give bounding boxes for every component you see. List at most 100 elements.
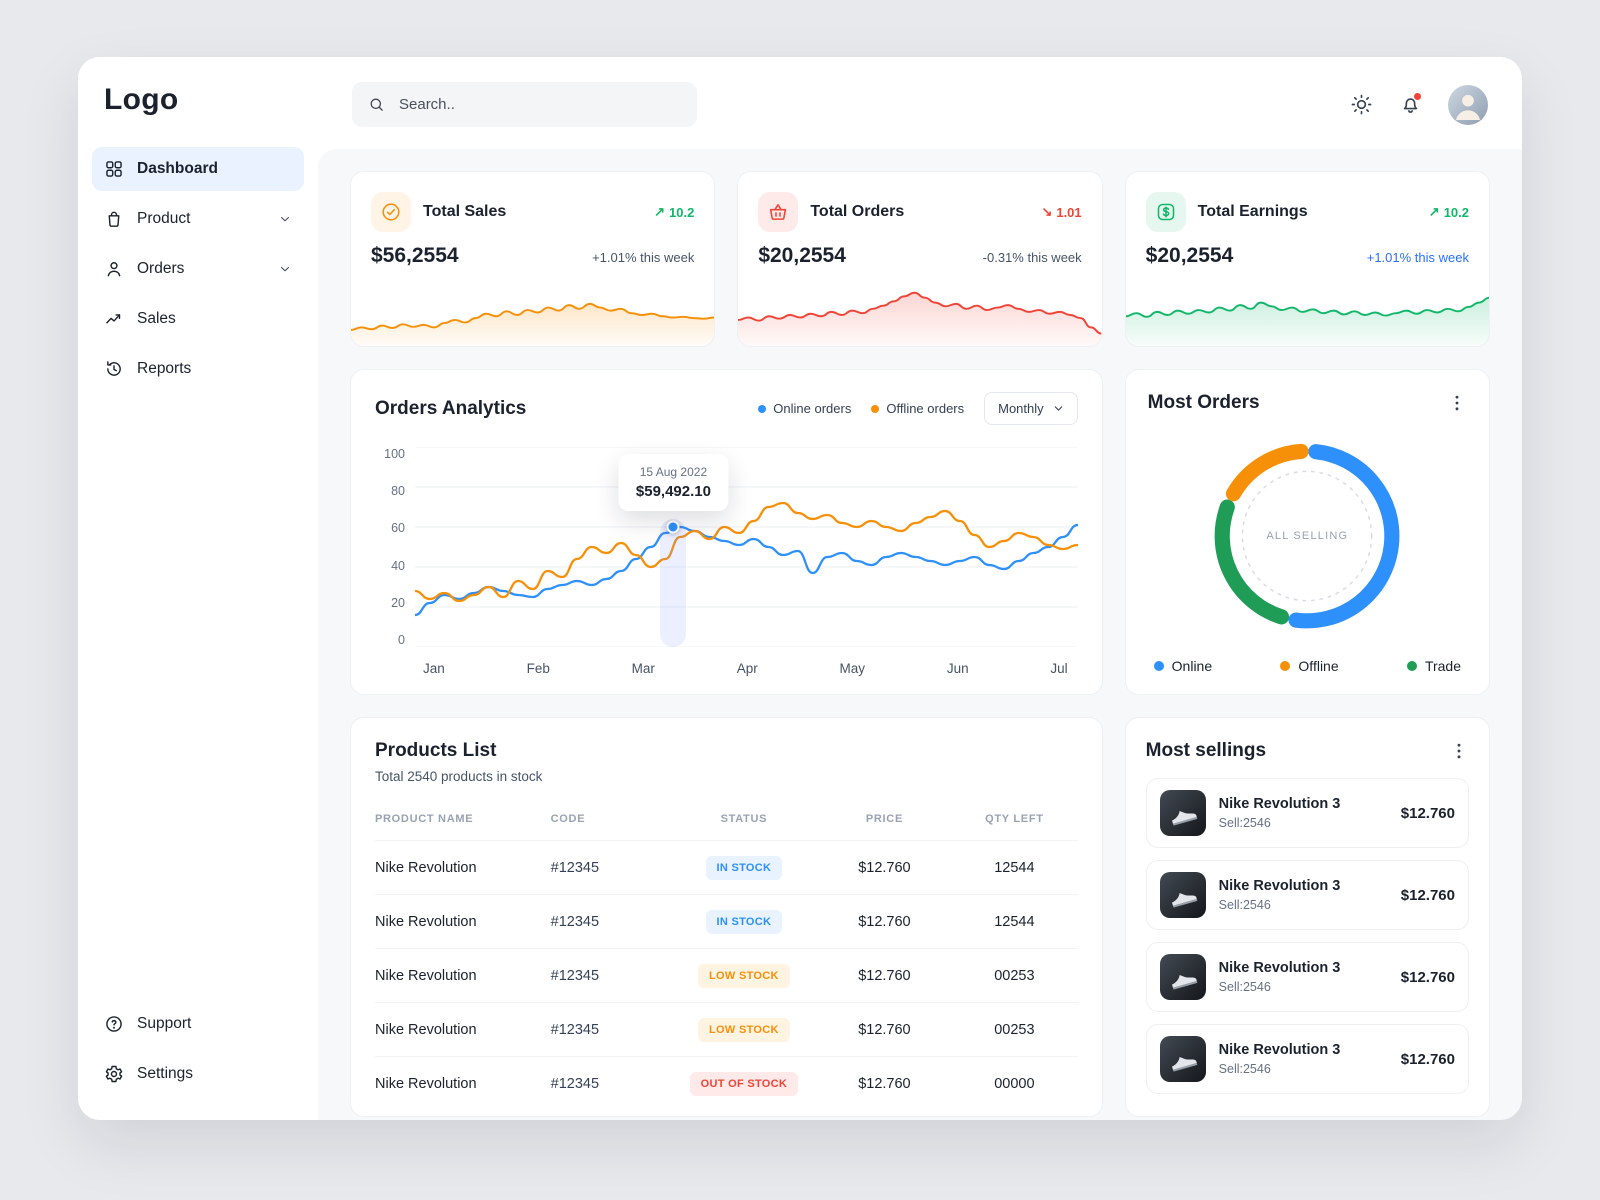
x-axis-tick: Feb [526, 661, 550, 676]
sidebar-item-label: Settings [137, 1065, 194, 1082]
product-code-cell: #12345 [550, 1021, 600, 1038]
stat-sparkline-chart [1125, 296, 1489, 346]
sneaker-icon [1171, 892, 1197, 908]
sidebar-nav: Dashboard Product Orders Sales Reports [92, 147, 304, 391]
main-area: Total Sales↗10.2 $56,2554 +1.01% this week… [318, 57, 1522, 1120]
kebab-menu-icon [1455, 395, 1459, 411]
stat-value: $20,2554 [758, 244, 846, 267]
sidebar-item-label: Sales [137, 310, 176, 327]
y-axis-tick: 20 [391, 595, 405, 610]
legend-label: Offline orders [886, 401, 965, 416]
price-cell: $12.760 [858, 1075, 911, 1092]
theme-toggle-button[interactable] [1350, 93, 1373, 116]
stat-card-header: Total Sales ↗ 10.2 [351, 172, 714, 232]
most-orders-menu-button[interactable] [1447, 393, 1467, 413]
sidebar-item-orders[interactable]: Orders [92, 247, 304, 291]
panel-title: Most sellings [1145, 740, 1267, 761]
delta-arrow-icon: ↗ [1428, 204, 1440, 219]
product-name-cell: Nike Revolution [375, 1075, 477, 1092]
notification-badge [1413, 92, 1422, 101]
check-icon [382, 203, 400, 221]
most-sellings-menu-button[interactable] [1449, 741, 1469, 761]
donut-legend: Online Offline Trade [1148, 646, 1467, 674]
stat-values-row: $20,2554 -0.31% this week [738, 232, 1101, 268]
topbar-actions [1350, 84, 1488, 125]
sidebar-bottom-nav: Support Settings [92, 1002, 304, 1096]
y-axis-tick: 80 [391, 484, 405, 499]
most-orders-header: Most Orders [1148, 392, 1467, 414]
stat-card-total-earnings: Total Earnings ↗ 10.2 $20,2554 +1.01% this w… [1124, 171, 1490, 347]
stat-value: $56,2554 [371, 244, 459, 267]
y-axis-tick: 100 [384, 447, 405, 461]
column-header: PRODUCT NAME [375, 813, 474, 825]
selling-price: $12.760 [1400, 1050, 1455, 1068]
products-list-panel: Products List Total 2540 products in sto… [350, 717, 1103, 1117]
stat-values-row: $20,2554 +1.01% this week [1126, 232, 1489, 268]
basket-icon [770, 204, 787, 220]
sidebar-spacer [92, 391, 304, 1002]
sidebar-item-product[interactable]: Product [92, 197, 304, 241]
chevron-down-icon [1054, 406, 1062, 411]
donut-center-label: ALL SELLING [1266, 530, 1349, 542]
sidebar-item-label: Support [137, 1015, 192, 1032]
stat-sparkline-chart [351, 302, 715, 346]
chart-area: 100 80 60 40 20 0 15 Aug 2022 $59,492.10 [375, 447, 1078, 647]
product-thumbnail [1159, 790, 1206, 836]
legend-dot [1153, 661, 1164, 671]
most-sellings-panel: Most sellings Nike Revolution 3 Sell:2546… [1124, 717, 1490, 1117]
selling-sold-count: Sell:2546 [1218, 816, 1271, 830]
selling-info: Nike Revolution 3 Sell:2546 [1219, 960, 1341, 994]
column-header: QTY LEFT [985, 813, 1044, 825]
stat-title: Total Earnings [1197, 203, 1308, 220]
panel-title: Orders Analytics [375, 397, 527, 419]
stat-card-header: Total Earnings ↗ 10.2 [1126, 172, 1489, 232]
tooltip-value: $59,492.10 [635, 483, 711, 500]
search-input[interactable] [397, 95, 681, 114]
product-thumbnail [1159, 954, 1206, 1000]
notifications-button[interactable] [1399, 92, 1422, 116]
table-header-row: PRODUCT NAME CODE STATUS PRICE QTY LEFT [375, 798, 1078, 840]
legend-dot [1406, 661, 1417, 671]
sneaker-icon [1171, 974, 1197, 990]
qty-left-cell: 00253 [994, 1021, 1035, 1038]
product-code-cell: #12345 [550, 913, 600, 930]
sidebar-item-sales[interactable]: Sales [92, 297, 304, 341]
search-box [352, 82, 697, 127]
sidebar-item-settings[interactable]: Settings [92, 1052, 304, 1096]
y-axis: 100 80 60 40 20 0 [375, 447, 405, 647]
x-axis-tick: May [839, 661, 866, 676]
chevron-icon [281, 267, 289, 272]
delta-value: 10.2 [1443, 204, 1469, 220]
selling-price: $12.760 [1400, 886, 1455, 904]
legend-item: Offline orders [871, 401, 964, 416]
selling-item[interactable]: Nike Revolution 3 Sell:2546 $12.760 [1145, 942, 1469, 1012]
sidebar-item-support[interactable]: Support [92, 1002, 304, 1046]
status-badge: LOW STOCK [698, 1017, 790, 1042]
selling-item[interactable]: Nike Revolution 3 Sell:2546 $12.760 [1145, 860, 1469, 930]
stat-note: +1.01% this week [1366, 250, 1469, 265]
range-selector-dropdown[interactable]: Monthly [984, 392, 1078, 425]
highlight-band [660, 519, 687, 647]
selling-price: $12.760 [1400, 968, 1455, 986]
selling-info: Nike Revolution 3 Sell:2546 [1219, 1042, 1341, 1076]
user-avatar[interactable] [1448, 84, 1488, 125]
status-badge: IN STOCK [705, 909, 783, 934]
sidebar-item-dashboard[interactable]: Dashboard [92, 147, 304, 191]
dashboard-window: Logo Dashboard Product Orders Sales Reports … [78, 57, 1522, 1120]
selling-name: Nike Revolution 3 [1218, 960, 1341, 976]
selling-sold-count: Sell:2546 [1218, 1062, 1271, 1076]
selling-item[interactable]: Nike Revolution 3 Sell:2546 $12.760 [1145, 1024, 1469, 1094]
sidebar-item-label: Dashboard [137, 160, 218, 177]
status-cell: OUT OF STOCK [670, 1071, 818, 1096]
chart-legend: Online orders Offline orders [758, 401, 964, 416]
person-icon [1456, 94, 1480, 120]
legend-label: Offline [1298, 658, 1339, 674]
sidebar-item-label: Reports [137, 360, 192, 377]
table-row: Nike Revolution #12345 LOW STOCK $12.760 002… [375, 1002, 1078, 1056]
sidebar-item-reports[interactable]: Reports [92, 347, 304, 391]
panel-title: Most Orders [1147, 392, 1260, 413]
donut-chart-svg [1214, 443, 1400, 629]
legend-dot [871, 404, 880, 413]
legend-label: Online [1171, 658, 1213, 674]
selling-item[interactable]: Nike Revolution 3 Sell:2546 $12.760 [1145, 778, 1469, 848]
